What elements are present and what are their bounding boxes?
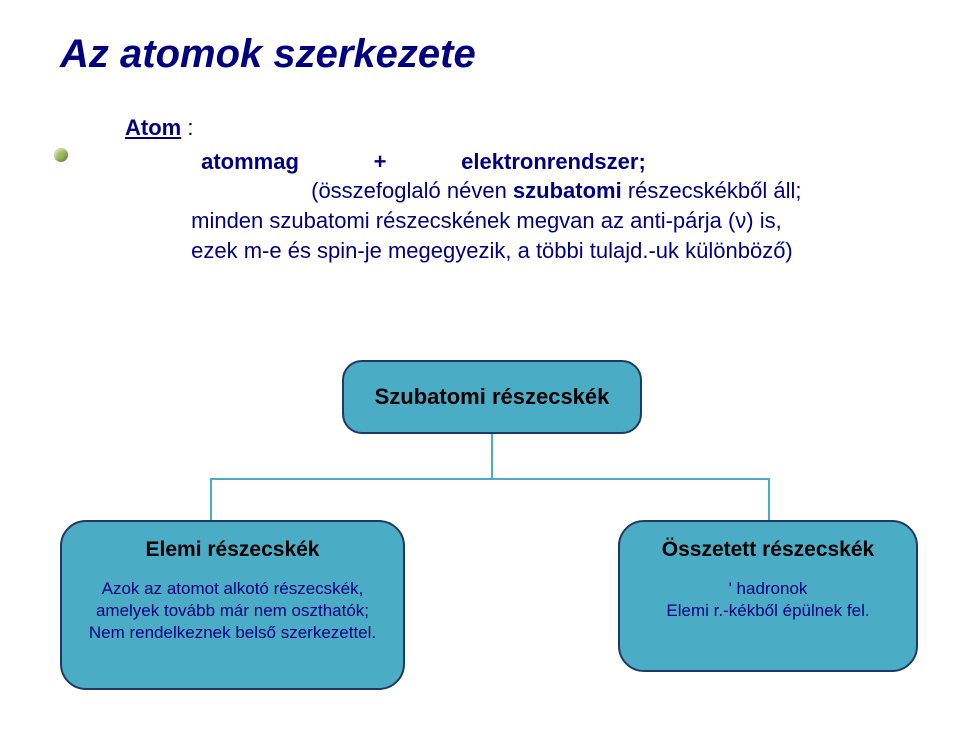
subtitle-label: Atom bbox=[125, 115, 181, 140]
paren-line-1: (összefoglaló néven szubatomi részecskék… bbox=[125, 176, 895, 206]
node-right-body: ' hadronok Elemi r.-kékből épülnek fel. bbox=[638, 578, 898, 622]
equation-line: atommag + elektronrendszer; bbox=[125, 147, 895, 177]
paren-line-3: ezek m-e és spin-je megegyezik, a többi … bbox=[125, 236, 895, 266]
node-right-heading: Összetett részecskék bbox=[638, 538, 898, 562]
node-top-label: Szubatomi részecskék bbox=[375, 384, 610, 410]
paren-line-2: minden szubatomi részecskének megvan az … bbox=[125, 206, 895, 236]
node-left: Elemi részecskék Azok az atomot alkotó r… bbox=[60, 520, 405, 690]
node-right-body-2: Elemi r.-kékből épülnek fel. bbox=[638, 600, 898, 622]
slide-title: Az atomok szerkezete bbox=[60, 32, 930, 77]
paren-rest: részecskékből áll; bbox=[622, 178, 802, 203]
slide: Az atomok szerkezete Atom : atommag + el… bbox=[0, 0, 960, 754]
body-text: Atom : atommag + elektronrendszer; (össz… bbox=[125, 113, 895, 265]
connector-horizontal bbox=[210, 478, 770, 480]
eq-left: atommag bbox=[201, 149, 299, 174]
diagram: Szubatomi részecskék Elemi részecskék Az… bbox=[60, 360, 900, 700]
node-left-body-1: Azok az atomot alkotó részecskék, bbox=[80, 578, 385, 600]
subtitle-colon: : bbox=[181, 115, 193, 140]
connector-vertical-top bbox=[491, 434, 493, 478]
paren-bold: szubatomi bbox=[513, 178, 622, 203]
line4: ezek m-e és spin-je megegyezik, a többi … bbox=[191, 238, 793, 263]
node-right: Összetett részecskék ' hadronok Elemi r.… bbox=[618, 520, 918, 672]
node-left-body-3: Nem rendelkeznek belső szerkezettel. bbox=[80, 622, 385, 644]
connector-vertical-right bbox=[768, 478, 770, 520]
node-top: Szubatomi részecskék bbox=[342, 360, 642, 434]
node-left-body-2: amelyek tovább már nem oszthatók; bbox=[80, 600, 385, 622]
node-left-heading: Elemi részecskék bbox=[80, 538, 385, 562]
line3: minden szubatomi részecskének megvan az … bbox=[191, 208, 782, 233]
bullet-icon bbox=[54, 148, 68, 162]
paren-open: (összefoglaló néven bbox=[311, 178, 513, 203]
connector-vertical-left bbox=[210, 478, 212, 520]
eq-plus: + bbox=[305, 147, 455, 177]
eq-right: elektronrendszer; bbox=[461, 149, 646, 174]
node-left-body: Azok az atomot alkotó részecskék, amelye… bbox=[80, 578, 385, 644]
subtitle-line: Atom : bbox=[125, 113, 895, 143]
node-right-body-1: ' hadronok bbox=[638, 578, 898, 600]
